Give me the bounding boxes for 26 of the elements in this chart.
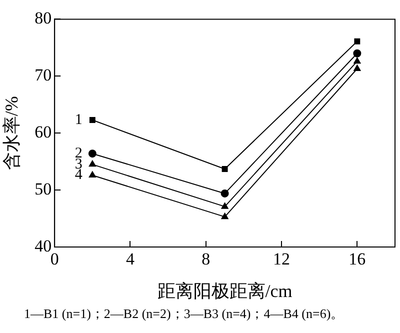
x-tick-label: 8 [202,250,210,269]
point [88,160,96,167]
x-tick-label: 12 [273,250,290,269]
point [353,49,362,58]
y-tick-label: 60 [34,122,52,142]
point [88,171,96,178]
point [354,57,361,64]
point [222,166,228,172]
series-label: 1 [74,112,82,128]
y-tick-label: 40 [34,236,52,256]
y-tick-label: 50 [34,180,52,199]
y-tick-label: 80 [34,8,52,28]
x-tick-label: 4 [126,250,135,269]
point [89,117,96,123]
y-tick-label: 70 [34,66,52,85]
point [354,38,360,44]
point [220,189,229,198]
point [88,150,96,158]
x-tick-label: 0 [50,250,59,269]
x-axis-title: 距离阳极距离/cm [157,280,292,301]
point [221,202,228,209]
point [354,64,361,71]
text: 1—B1 (n=1)；2—B2 (n=2)；3—B3 (n=4)；4—B4 (n=6)。 [23,305,345,323]
x-tick-label: 16 [348,250,366,269]
point [221,212,228,220]
y-axis-title: 含水率/% [2,96,22,170]
